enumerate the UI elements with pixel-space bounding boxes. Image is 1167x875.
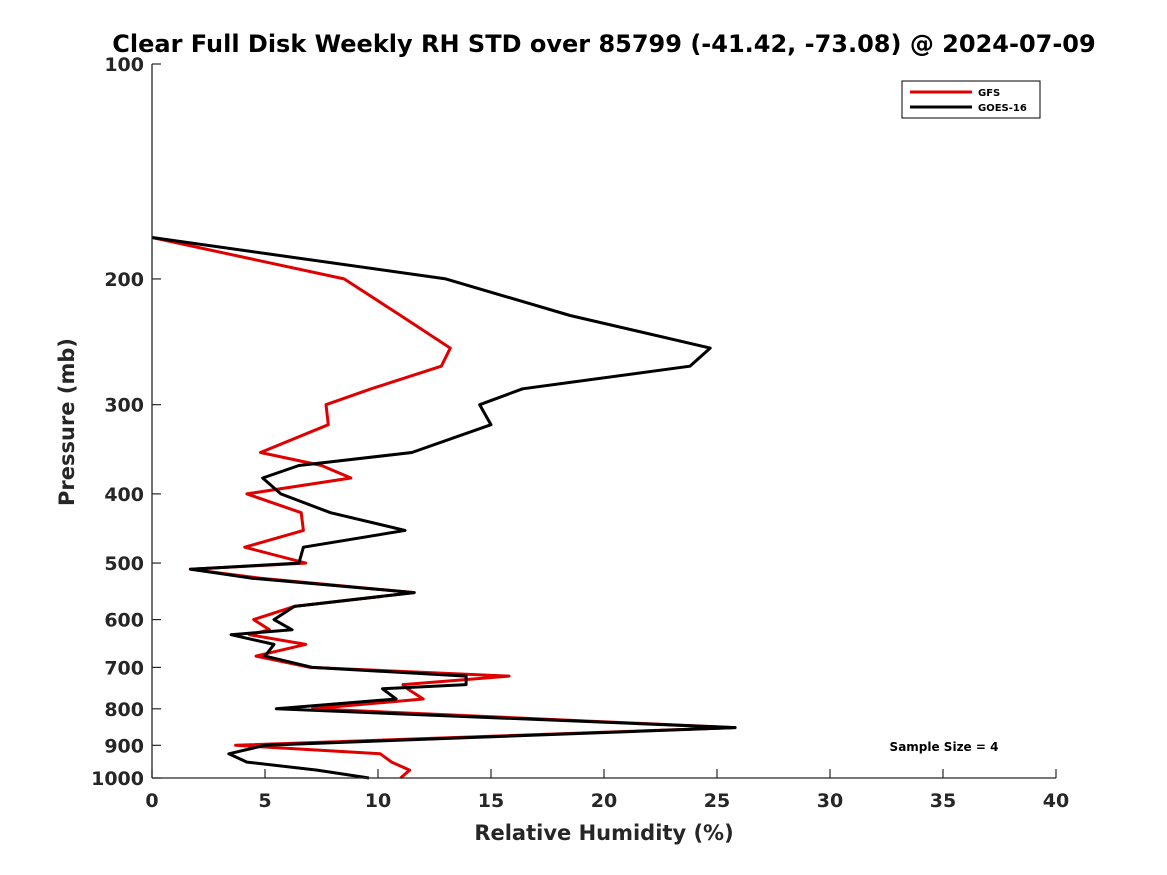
x-tick-label: 30 [817,790,843,812]
y-tick-label: 200 [104,269,144,291]
x-tick-label: 20 [591,790,617,812]
x-tick-label: 0 [145,790,158,812]
y-tick-label: 1000 [91,768,144,790]
axes-layer: 0 5 10 15 20 25 30 35 40 100 200 300 400 500 600 700 800… [91,54,1069,812]
y-tick-label: 900 [104,735,144,757]
sample-size-annotation: Sample Size = 4 [890,740,999,754]
legend-label-gfs: GFS [978,88,1000,99]
legend-box [901,80,1041,119]
x-tick-label: 25 [704,790,730,812]
y-tick-label: 100 [104,54,144,76]
y-tick-label: 700 [104,657,144,679]
series-layer [151,236,737,780]
y-tick-label: 600 [104,610,144,632]
y-tick-label: 400 [104,484,144,506]
x-tick-label: 10 [365,790,391,812]
y-axis-label: Pressure (mb) [55,338,79,506]
x-tick-label: 35 [930,790,956,812]
legend: GFS GOES-16 [901,80,1041,119]
series-line-goes-16 [151,236,737,780]
x-tick-label: 5 [258,790,271,812]
x-tick-label: 15 [478,790,504,812]
legend-label-goes-16: GOES-16 [978,103,1027,114]
y-tick-label: 300 [104,395,144,417]
x-axis-label: Relative Humidity (%) [474,821,733,845]
x-tick-label: 40 [1043,790,1069,812]
y-tick-label: 800 [104,699,144,721]
chart-title: Clear Full Disk Weekly RH STD over 85799… [112,30,1095,58]
y-tick-label: 500 [104,553,144,575]
